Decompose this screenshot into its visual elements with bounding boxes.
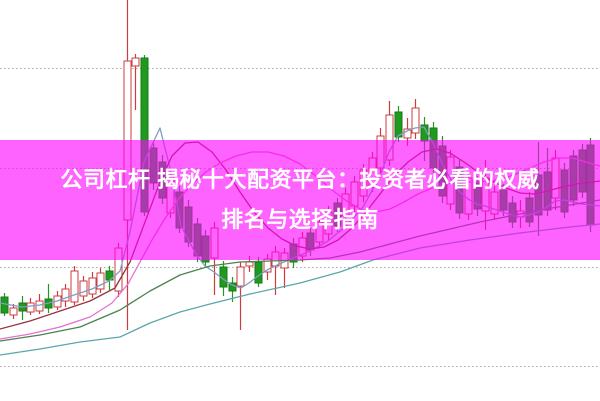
headline-line-2: 排名与选择指南: [221, 207, 379, 232]
headline-line-1: 公司杠杆 揭秘十大配资平台：投资者必看的权威: [60, 167, 540, 192]
headline-banner: 公司杠杆 揭秘十大配资平台：投资者必看的权威 排名与选择指南: [0, 140, 600, 260]
